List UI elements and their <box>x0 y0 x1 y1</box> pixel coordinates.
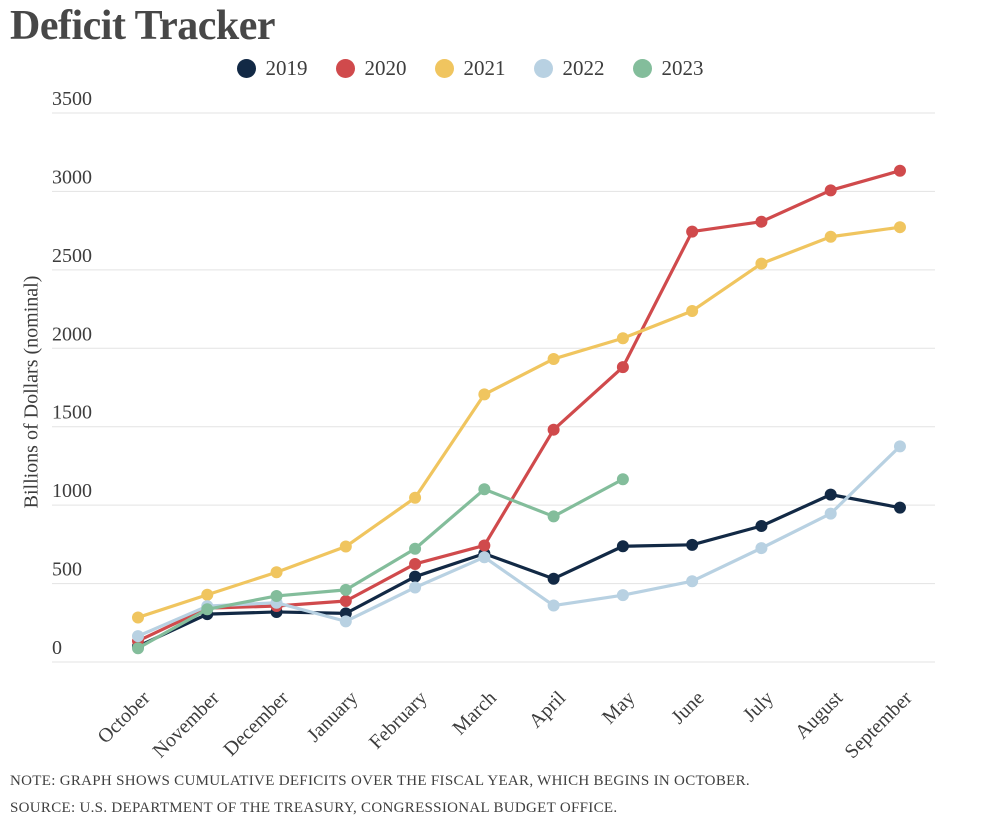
legend-item-2022: 2022 <box>533 56 605 81</box>
series-point-2021-september <box>893 221 906 234</box>
legend-label: 2023 <box>661 56 704 80</box>
series-point-2023-november <box>201 603 214 616</box>
series-point-2019-february <box>409 570 422 583</box>
series-point-2020-march <box>478 539 491 552</box>
series-point-2021-november <box>201 588 214 601</box>
legend: 2019 2020 2021 2022 2023 <box>0 56 940 81</box>
x-tick-label-july: July <box>739 687 778 726</box>
series-point-2019-july <box>755 520 768 533</box>
legend-item-2023: 2023 <box>632 56 704 81</box>
series-point-2021-june <box>686 304 699 317</box>
series-point-2021-january <box>339 540 352 553</box>
x-tick-label-march: March <box>448 687 500 739</box>
series-point-2022-march <box>478 551 491 564</box>
series-point-2021-april <box>547 352 560 365</box>
y-tick-label-2000: 2000 <box>52 323 92 345</box>
x-tick-label-october: October <box>93 687 154 748</box>
series-point-2020-june <box>686 225 699 238</box>
series-point-2023-march <box>478 483 491 496</box>
y-tick-label-0: 0 <box>52 637 62 659</box>
x-tick-label-september: September <box>840 687 916 763</box>
x-tick-label-february: February <box>365 687 432 754</box>
series-point-2022-october <box>132 630 144 643</box>
y-tick-label-3000: 3000 <box>52 166 92 188</box>
series-point-2023-october <box>132 642 144 655</box>
series-point-2020-september <box>893 164 906 177</box>
series-point-2021-march <box>478 388 491 401</box>
series-point-2020-august <box>824 184 837 197</box>
series-point-2020-may <box>616 361 629 374</box>
series-point-2021-february <box>409 491 422 504</box>
series-point-2022-may <box>616 589 629 602</box>
x-tick-label-november: November <box>149 687 224 762</box>
series-point-2020-july <box>755 215 768 228</box>
series-point-2023-january <box>339 583 352 596</box>
series-point-2021-may <box>616 332 629 345</box>
series-line-2023 <box>136 477 625 650</box>
legend-item-2019: 2019 <box>236 56 308 81</box>
page-title: Deficit Tracker <box>10 3 276 49</box>
series-point-2020-january <box>339 594 352 607</box>
legend-item-2020: 2020 <box>335 56 407 81</box>
legend-swatch-2019 <box>236 59 256 78</box>
legend-label: 2019 <box>265 56 308 80</box>
y-tick-label-1000: 1000 <box>52 480 92 502</box>
series-point-2019-august <box>824 488 837 501</box>
legend-swatch-2020 <box>335 59 355 78</box>
x-tick-label-august: August <box>791 687 848 744</box>
series-point-2022-june <box>686 575 699 588</box>
x-tick-label-january: January <box>303 687 363 747</box>
legend-label: 2020 <box>364 56 407 80</box>
y-tick-label-1500: 1500 <box>52 402 92 424</box>
series-point-2020-february <box>409 557 422 570</box>
series-point-2019-june <box>686 538 699 551</box>
series-point-2021-october <box>132 611 144 624</box>
y-tick-label-2500: 2500 <box>52 245 92 267</box>
series-point-2021-july <box>755 257 768 270</box>
series-point-2022-april <box>547 599 560 612</box>
legend-swatch-2023 <box>632 59 652 78</box>
series-point-2022-january <box>339 615 352 628</box>
series-point-2023-may <box>616 473 629 486</box>
y-tick-label-500: 500 <box>52 559 82 581</box>
series-point-2019-september <box>893 501 906 514</box>
legend-swatch-2022 <box>533 59 553 78</box>
x-tick-label-may: May <box>598 687 639 728</box>
x-tick-label-april: April <box>525 687 571 733</box>
series-line-2022 <box>136 444 902 638</box>
series-line-2021 <box>136 225 902 620</box>
y-tick-label-3500: 3500 <box>52 88 92 110</box>
series-point-2022-september <box>893 440 906 453</box>
series-point-2022-july <box>755 542 768 555</box>
series-line-2020 <box>136 169 902 643</box>
series-point-2022-august <box>824 507 837 520</box>
series-point-2019-may <box>616 540 629 553</box>
legend-label: 2022 <box>562 56 605 80</box>
legend-item-2021: 2021 <box>434 56 506 81</box>
series-point-2023-december <box>270 589 283 602</box>
x-tick-label-december: December <box>219 687 293 761</box>
deficit-line-chart: 3500 3000 2500 2000 1500 1000 500 0 OctoberNovem… <box>52 88 935 763</box>
series-point-2019-april <box>547 572 560 585</box>
series-point-2020-april <box>547 423 560 436</box>
series-point-2021-december <box>270 566 283 579</box>
legend-swatch-2021 <box>434 59 454 78</box>
series-point-2023-february <box>409 542 422 555</box>
series-point-2022-february <box>409 581 422 594</box>
chart-source: SOURCE: U.S. DEPARTMENT OF THE TREASURY,… <box>10 800 618 816</box>
series-point-2023-april <box>547 510 560 523</box>
chart-note: NOTE: GRAPH SHOWS CUMULATIVE DEFICITS OV… <box>10 773 750 789</box>
series-line-2019 <box>136 493 902 648</box>
x-tick-label-june: June <box>667 687 709 729</box>
series-point-2021-august <box>824 230 837 243</box>
legend-label: 2021 <box>463 56 506 80</box>
